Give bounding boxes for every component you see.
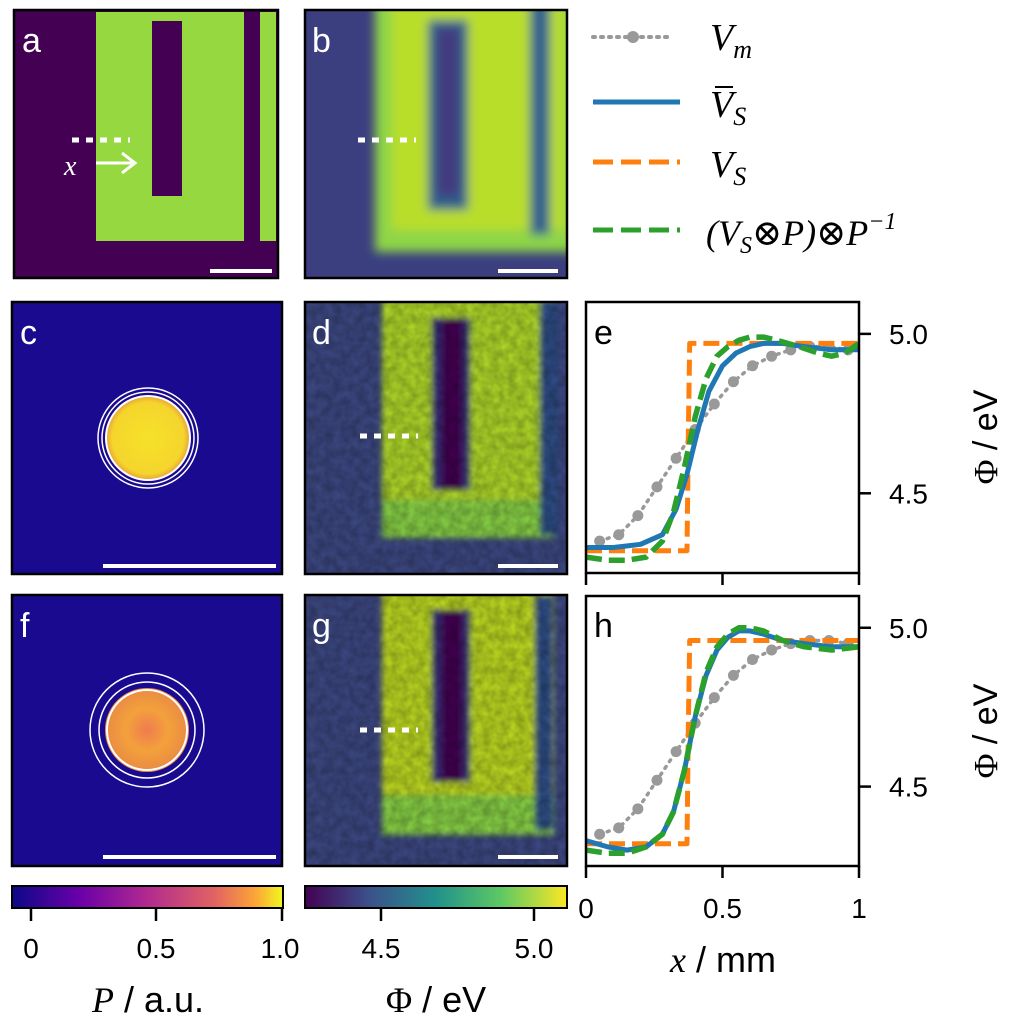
legend-label-vm: Vm (710, 17, 752, 64)
chart-panel-h: 4.5 5.0 0 0.5 1 h Φ / eV x / mm (578, 594, 1005, 980)
kernel-contour (105, 395, 191, 481)
legend-entry-vs-bar: VS (593, 84, 746, 131)
y-axis-label: Φ / eV (967, 683, 1005, 778)
data-point-vm (651, 481, 663, 493)
x-axis-label: x / mm (669, 939, 776, 980)
series-line-v-s-bar (586, 340, 859, 550)
electrode-strip (260, 12, 276, 241)
kernel-contour (89, 672, 205, 788)
arrow-right-icon (121, 151, 138, 175)
panel-label: a (22, 22, 41, 60)
panel-g: g (303, 593, 569, 868)
data-point-vm (747, 654, 759, 666)
x-axis-annotation: x (63, 151, 77, 182)
kernel-contour (98, 681, 196, 779)
series-line-v-s-bar (586, 628, 859, 853)
panel-a: x a (12, 8, 280, 280)
y-tick-label: 5.0 (889, 319, 928, 350)
x-tick-label: 0.5 (703, 893, 742, 924)
legend-entry-vm: Vm (591, 17, 752, 64)
panel-frame (10, 593, 284, 868)
panel-f: f (10, 593, 284, 868)
data-point-vm (708, 692, 720, 704)
panel-c: c (10, 300, 284, 576)
chart-panel-e: 4.5 5.0 e Φ / eV (584, 300, 1005, 585)
data-point-vm (613, 529, 625, 541)
electrode-gap (152, 21, 182, 196)
y-tick-label: 5.0 (889, 613, 928, 644)
x-tick-label: 1 (851, 893, 867, 924)
legend-label-conv: (VS⊗P)⊗P−1 (706, 209, 896, 259)
legend-entry-conv: (VS⊗P)⊗P−1 (593, 209, 896, 259)
legend-marker-vm (627, 31, 639, 43)
kernel-contour (106, 689, 188, 771)
panel-frame (12, 8, 280, 280)
colorbar-phi-label: Φ / eV (386, 979, 486, 1020)
panel-frame (303, 593, 569, 868)
data-point-vm (594, 535, 606, 547)
y-tick-label: 4.5 (889, 478, 928, 509)
panel-b: b (303, 8, 569, 280)
legend-label-vs: VS (710, 144, 746, 191)
kernel-contour (101, 391, 195, 485)
x-tick-label: 0 (578, 893, 594, 924)
colorbar-phi-gradient (304, 885, 568, 909)
kernel-contour (97, 387, 199, 489)
y-tick-label: 4.5 (889, 772, 928, 803)
legend-label-vs-bar: VS (710, 84, 746, 131)
colorbar-p: 0 0.5 1.0 P / a.u. (11, 885, 300, 1020)
colorbar-phi: 4.5 5.0 Φ / eV (304, 885, 568, 1020)
panel-label: c (20, 314, 37, 352)
data-point-vm (766, 350, 778, 362)
panel-label: d (312, 314, 331, 352)
colorbar-p-gradient (11, 885, 284, 909)
y-axis-label: Φ / eV (967, 389, 1005, 484)
colorbar-tick-label: 5.0 (515, 933, 554, 964)
colorbar-tick-label: 1.0 (261, 933, 300, 964)
data-point-vm (708, 398, 720, 410)
kernel-psf (106, 396, 190, 480)
colorbar-tick-label: 0.5 (137, 933, 176, 964)
panel-label: g (312, 607, 331, 645)
panel-frame (303, 8, 569, 280)
colorbar-p-label: P / a.u. (91, 979, 204, 1020)
data-point-vm (747, 360, 759, 372)
data-point-vm (632, 510, 644, 522)
series-line-v-s (586, 638, 859, 847)
series-line-v-s-conv (586, 334, 859, 563)
colorbar-tick-label: 4.5 (362, 933, 401, 964)
data-point-vm (613, 822, 625, 834)
panel-frame (303, 300, 569, 576)
colorbar-tick-label: 0 (23, 933, 39, 964)
legend: Vm VS VS (VS⊗P)⊗P−1 (591, 17, 896, 259)
plot-frame (584, 300, 861, 575)
panel-label: h (594, 607, 613, 645)
data-point-vm (594, 828, 606, 840)
data-point-vm (632, 803, 644, 815)
panel-label: b (312, 22, 331, 60)
panel-frame (10, 300, 284, 576)
data-point-vm (670, 746, 682, 758)
data-point-vm (766, 644, 778, 656)
panel-label: e (594, 314, 613, 352)
data-point-vm (651, 774, 663, 786)
series-line-v-s-conv (586, 625, 859, 857)
series-line-v-s (586, 340, 859, 554)
legend-entry-vs: VS (593, 144, 746, 191)
panel-d: d (303, 300, 569, 576)
data-point-vm (727, 376, 739, 388)
panel-label: f (20, 607, 30, 645)
data-point-vm (670, 452, 682, 464)
kernel-psf (105, 688, 189, 772)
data-point-vm (727, 669, 739, 681)
